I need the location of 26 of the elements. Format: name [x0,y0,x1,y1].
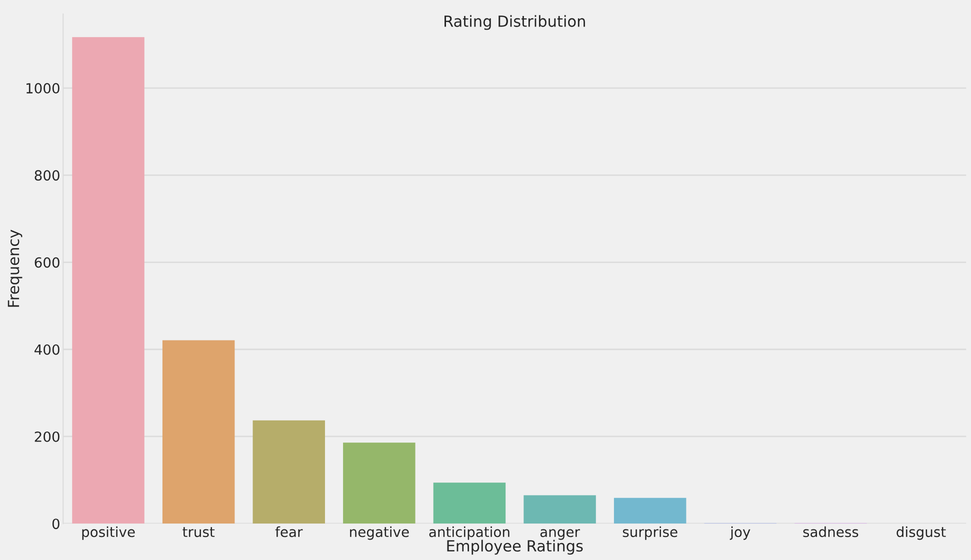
y-tick-label: 800 [34,170,60,181]
x-axis-title: Employee Ratings [447,540,583,555]
bar [252,420,325,524]
x-tick-label: fear [275,526,303,538]
x-tick-label: disgust [896,526,946,540]
bar [524,495,596,524]
x-tick-label: surprise [622,526,678,540]
x-tick-label: anticipation [429,526,510,540]
x-tick-label: trust [182,527,215,538]
chart-title: Rating Distribution [444,15,585,30]
bar [614,498,686,524]
y-tick-label: 0 [52,518,60,530]
x-tick-label: anger [540,529,580,540]
x-tick-label: joy [730,526,750,540]
x-tick-label: positive [82,526,135,540]
x-tick-label: sadness [803,526,858,538]
bar [433,482,506,524]
y-tick-label: 600 [34,257,60,268]
bar [343,442,416,524]
bar [72,37,144,524]
y-tick-label: 200 [34,431,60,442]
y-tick-label: 1000 [26,83,60,94]
y-tick-label: 400 [34,344,60,355]
x-tick-label: negative [350,526,409,540]
bar [162,340,235,524]
y-axis-title: Frequency [8,230,22,307]
